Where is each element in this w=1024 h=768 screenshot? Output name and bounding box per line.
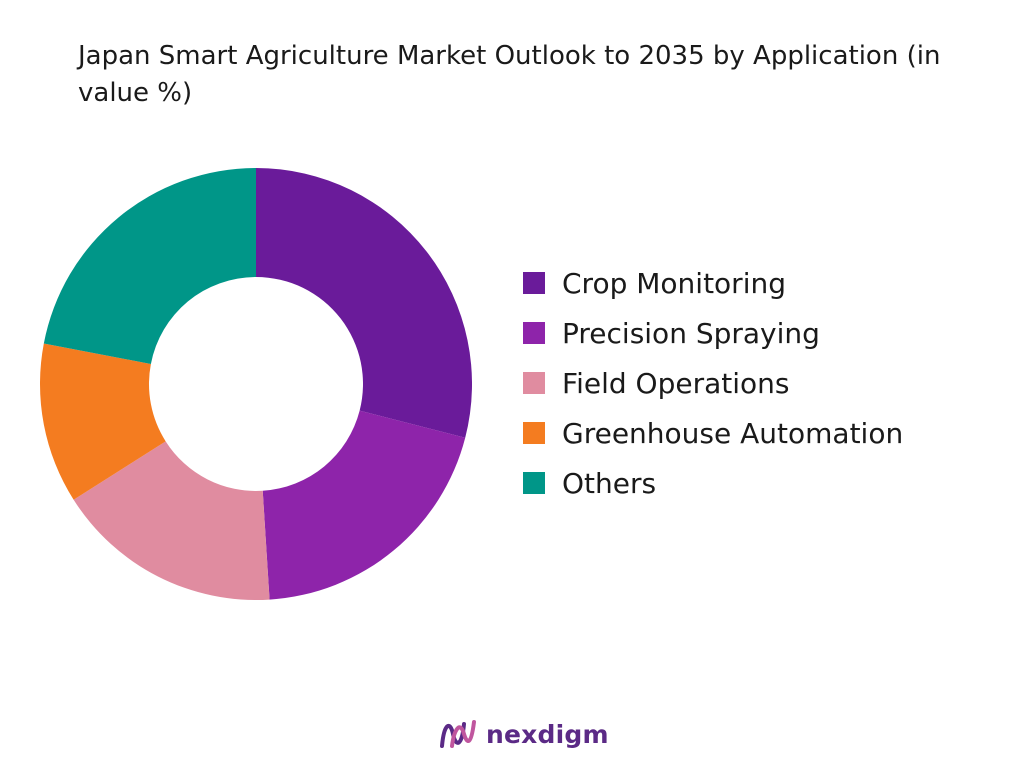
donut-slices — [40, 168, 472, 600]
brand-logo: nexdigm — [438, 716, 609, 752]
legend-swatch — [523, 372, 545, 394]
legend-swatch — [523, 472, 545, 494]
legend-swatch — [523, 322, 545, 344]
legend-item: Crop Monitoring — [523, 258, 903, 308]
legend-label: Greenhouse Automation — [562, 416, 904, 450]
donut-slice-field-operations — [73, 441, 270, 600]
legend-item: Field Operations — [523, 358, 903, 408]
chart-legend: Crop Monitoring Precision Spraying Field O… — [523, 258, 903, 508]
legend-item: Greenhouse Automation — [523, 408, 903, 458]
legend-label: Crop Monitoring — [562, 266, 786, 300]
donut-slice-precision-spraying — [262, 410, 466, 600]
legend-swatch — [523, 272, 545, 294]
nexdigm-logo-icon — [440, 720, 476, 748]
donut-slice-others — [43, 168, 256, 364]
donut-slice-greenhouse-automation — [40, 343, 166, 500]
legend-swatch — [523, 422, 545, 444]
legend-label: Others — [562, 466, 657, 500]
chart-title: Japan Smart Agriculture Market Outlook t… — [78, 41, 941, 108]
donut-slice-crop-monitoring — [256, 168, 472, 438]
legend-label: Field Operations — [562, 366, 790, 400]
legend-item: Precision Spraying — [523, 308, 903, 358]
legend-item: Others — [523, 458, 903, 508]
brand-name: nexdigm — [486, 719, 609, 749]
legend-label: Precision Spraying — [562, 316, 820, 350]
